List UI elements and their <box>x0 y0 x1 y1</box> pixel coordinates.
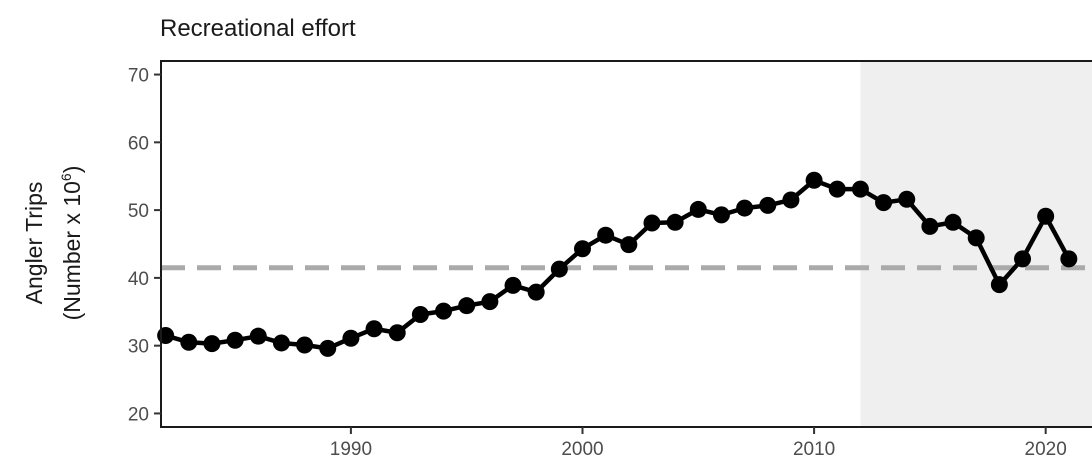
data-point <box>388 324 406 342</box>
data-point <box>759 196 777 214</box>
chart-title: Recreational effort <box>160 15 356 42</box>
data-point <box>643 214 661 232</box>
data-point <box>435 302 453 320</box>
panel-border <box>160 60 1092 428</box>
x-tick-label: 2020 <box>1025 439 1067 460</box>
series-line <box>164 178 1071 351</box>
data-point <box>712 206 730 224</box>
data-point <box>1060 250 1078 268</box>
data-point <box>249 327 267 345</box>
x-tick-label: 2010 <box>793 439 835 460</box>
data-point <box>990 276 1008 294</box>
data-point <box>921 217 939 235</box>
data-point <box>1037 207 1055 225</box>
data-point <box>573 240 591 258</box>
data-point <box>157 327 175 344</box>
y-tick-label: 40 <box>128 269 149 290</box>
data-point <box>296 336 314 354</box>
y-tick-label: 60 <box>128 133 149 154</box>
y-axis-sublabel: (Number x 106) <box>58 166 85 321</box>
y-tick-label: 50 <box>128 201 149 222</box>
y-tick-label: 70 <box>128 66 149 87</box>
data-point <box>203 335 221 353</box>
x-tick-label: 2000 <box>561 439 603 460</box>
data-point <box>967 229 985 247</box>
data-point <box>342 329 360 347</box>
data-point <box>782 191 800 209</box>
data-point <box>898 190 916 208</box>
y-tick-label: 20 <box>128 404 149 425</box>
data-point <box>597 226 615 244</box>
data-point <box>689 200 707 218</box>
data-point <box>666 213 684 231</box>
data-point <box>319 339 337 357</box>
data-point <box>736 199 754 217</box>
data-point <box>226 331 244 349</box>
data-point <box>180 333 198 351</box>
y-axis-label-group: Angler Trips (Number x 106) <box>21 166 85 321</box>
data-point <box>365 320 383 338</box>
data-point <box>1014 250 1032 268</box>
data-point <box>944 213 962 231</box>
data-point <box>481 293 499 311</box>
data-point <box>504 276 522 294</box>
x-tick-label: 1990 <box>330 439 372 460</box>
data-point <box>851 180 869 198</box>
data-point <box>272 334 290 352</box>
y-axis-label: Angler Trips <box>21 182 47 305</box>
data-point <box>527 283 545 301</box>
data-point <box>550 260 568 278</box>
data-point <box>620 236 638 254</box>
data-point <box>458 297 476 315</box>
data-point <box>875 194 893 212</box>
data-point <box>828 180 846 198</box>
y-tick-label: 30 <box>128 337 149 358</box>
data-point <box>411 305 429 323</box>
data-point <box>805 171 823 189</box>
